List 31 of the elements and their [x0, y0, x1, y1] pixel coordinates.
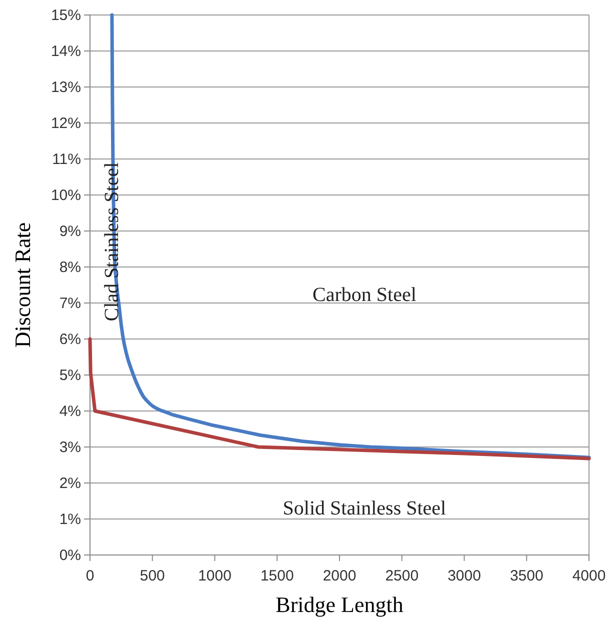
- x-tick-label: 1500: [260, 568, 294, 584]
- y-tick-label: 14%: [50, 42, 81, 60]
- line-series: [88, 337, 591, 460]
- annotation: Clad Stainless Steel: [101, 162, 123, 322]
- y-tick-label: 0%: [59, 546, 81, 564]
- annotation: Solid Stainless Steel: [282, 498, 447, 520]
- x-tick-label: 3000: [448, 568, 481, 584]
- annotation: Carbon Steel: [312, 284, 417, 306]
- y-tick-label: 4%: [59, 402, 81, 420]
- y-tick-label: 15%: [50, 6, 81, 24]
- x-axis-title: Bridge Length: [276, 592, 404, 617]
- y-tick-label: 6%: [59, 330, 81, 348]
- x-tick-label: 1000: [198, 568, 232, 584]
- y-tick-label: 5%: [59, 366, 81, 384]
- y-tick-label: 3%: [59, 438, 81, 456]
- x-tick-label: 4000: [572, 568, 606, 584]
- y-tick-label: 7%: [59, 294, 81, 312]
- y-tick-label: 13%: [50, 78, 81, 96]
- x-tick-label: 0: [86, 568, 94, 584]
- y-tick-label: 11%: [52, 150, 81, 168]
- y-tick-label: 9%: [59, 222, 81, 240]
- x-tick-label: 500: [140, 568, 165, 584]
- x-tick-label: 2500: [385, 568, 419, 584]
- x-tick-label: 3500: [510, 568, 544, 584]
- y-axis-title: Discount Rate: [10, 222, 35, 348]
- y-tick-label: 1%: [59, 510, 81, 528]
- y-tick-label: 8%: [59, 258, 81, 276]
- y-tick-label: 10%: [50, 186, 81, 204]
- y-tick-label: 2%: [59, 474, 81, 492]
- y-tick-label: 12%: [50, 114, 81, 132]
- x-tick-label: 2000: [322, 568, 356, 584]
